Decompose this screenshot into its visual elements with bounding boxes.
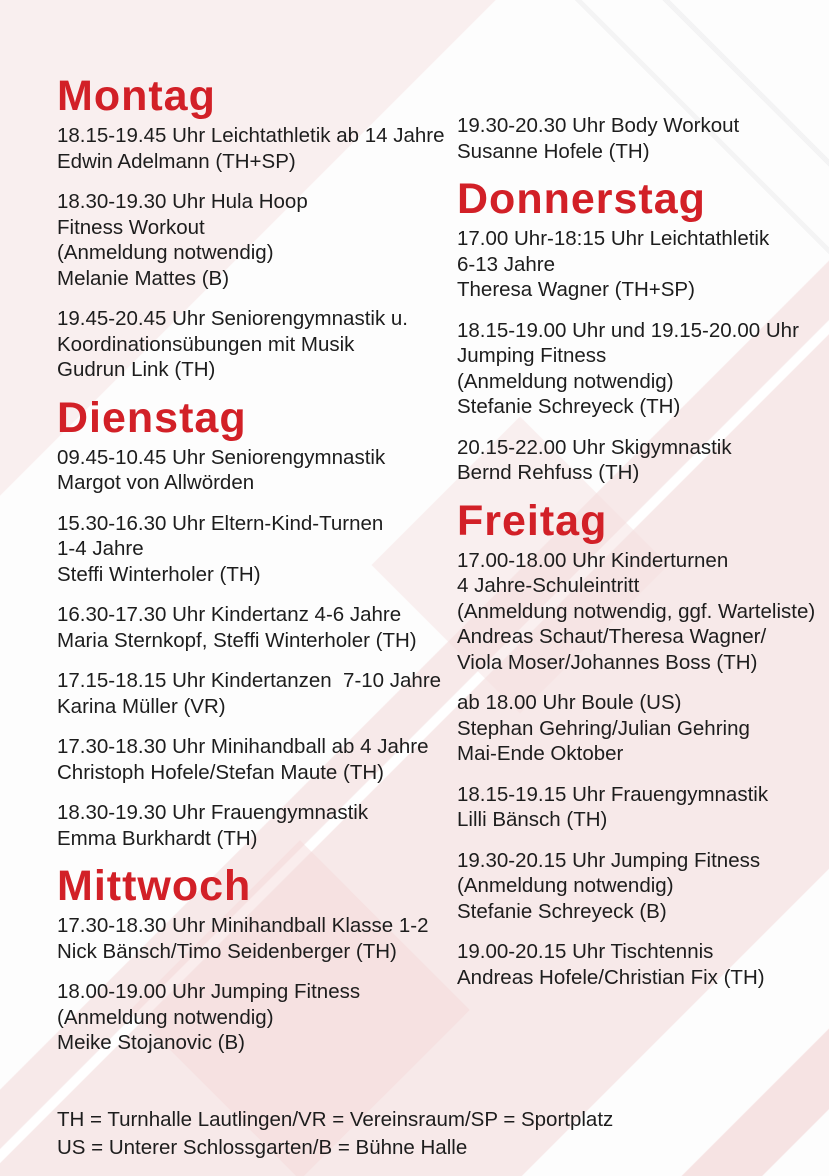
- schedule-entry: 19.30-20.30 Uhr Body Workout Susanne Hofe…: [457, 113, 829, 164]
- entry-line: 6-13 Jahre: [457, 252, 556, 276]
- entry-line: 17.30-18.30 Uhr Minihandball ab 4 Jahre: [57, 735, 429, 758]
- entry-line: (Anmeldung notwendig): [57, 1005, 274, 1029]
- schedule-entry: 20.15-22.00 Uhr Skigymnastik Bernd Rehfus…: [457, 435, 829, 486]
- entry-line: Stefanie Schreyeck (TH): [457, 395, 681, 418]
- schedule-entry: 17.00 Uhr-18:15 Uhr Leichtathletik 6-13 J…: [457, 226, 829, 303]
- entry-line: Edwin Adelmann (TH+SP): [57, 149, 296, 173]
- entry-line: Christoph Hofele/Stefan Maute (TH): [57, 760, 384, 784]
- entry-line: Jumping Fitness: [457, 344, 607, 367]
- schedule-entry: 17.30-18.30 Uhr Minihandball ab 4 Jahre C…: [57, 734, 457, 785]
- schedule-entry: 17.00-18.00 Uhr Kinderturnen 4 Jahre-Schu…: [457, 548, 829, 676]
- entry-line: 17.30-18.30 Uhr Minihandball Klasse 1-2: [57, 914, 429, 937]
- entry-line: 18.15-19.45 Uhr Leichtathletik ab 14 Jah…: [57, 124, 445, 147]
- day-heading-montag: Montag: [57, 72, 216, 120]
- entry-line: ab 18.00 Uhr Boule (US): [457, 691, 682, 714]
- entry-line: 20.15-22.00 Uhr Skigymnastik: [457, 435, 732, 459]
- schedule-entry: 18.30-19.30 Uhr Hula Hoop Fitness Workout…: [57, 189, 457, 291]
- schedule-entry: 18.15-19.45 Uhr Leichtathletik ab 14 Jah…: [57, 123, 457, 174]
- entry-line: Meike Stojanovic (B): [57, 1031, 245, 1054]
- entry-line: Margot von Allwörden: [57, 471, 255, 494]
- schedule-entry: 16.30-17.30 Uhr Kindertanz 4-6 Jahre Mari…: [57, 602, 457, 653]
- location-legend: TH = Turnhalle Lautlingen/VR = Vereinsra…: [57, 1106, 613, 1162]
- entry-line: 19.30-20.30 Uhr Body Workout: [457, 114, 740, 137]
- entry-line: 4 Jahre-Schuleintritt: [457, 574, 640, 597]
- schedule-entry: 19.30-20.15 Uhr Jumping Fitness (Anmeldun…: [457, 848, 829, 925]
- entry-line: 17.00-18.00 Uhr Kinderturnen: [457, 548, 729, 572]
- schedule-entry: 17.15-18.15 Uhr Kindertanzen 7-10 Jahre K…: [57, 668, 457, 719]
- schedule-entry: 17.30-18.30 Uhr Minihandball Klasse 1-2 N…: [57, 913, 457, 964]
- schedule-column-right: 19.30-20.30 Uhr Body Workout Susanne Hofe…: [457, 0, 829, 1005]
- entry-line: Karina Müller (VR): [57, 694, 226, 718]
- legend-line-2: US = Unterer Schlossgarten/B = Bühne Hal…: [57, 1136, 468, 1159]
- entry-line: Melanie Mattes (B): [57, 266, 230, 290]
- entry-line: 17.00 Uhr-18:15 Uhr Leichtathletik: [457, 227, 770, 250]
- day-heading-dienstag: Dienstag: [57, 393, 247, 442]
- schedule-entry: 15.30-16.30 Uhr Eltern-Kind-Turnen 1-4 Ja…: [57, 511, 457, 588]
- entry-line: Koordinationsübungen mit Musik: [57, 332, 355, 356]
- entry-line: Mai-Ende Oktober: [457, 742, 624, 765]
- schedule-entry: 18.15-19.15 Uhr Frauengymnastik Lilli Bän…: [457, 782, 829, 833]
- entry-line: 19.45-20.45 Uhr Seniorengymnastik u.: [57, 307, 408, 330]
- schedule-entry: 18.00-19.00 Uhr Jumping Fitness (Anmeldun…: [57, 979, 457, 1056]
- schedule-entry: 18.15-19.00 Uhr und 19.15-20.00 Uhr Jumpi…: [457, 318, 829, 420]
- entry-line: (Anmeldung notwendig, ggf. Warteliste): [457, 599, 816, 623]
- day-heading-freitag: Freitag: [457, 496, 608, 545]
- entry-line: (Anmeldung notwendig): [57, 241, 274, 264]
- entry-line: Lilli Bänsch (TH): [457, 808, 608, 831]
- entry-line: Gudrun Link (TH): [57, 358, 216, 381]
- entry-line: 18.00-19.00 Uhr Jumping Fitness: [57, 980, 361, 1003]
- entry-line: Theresa Wagner (TH+SP): [457, 278, 695, 301]
- entry-line: Stephan Gehring/Julian Gehring: [457, 716, 750, 740]
- legend-line-1: TH = Turnhalle Lautlingen/VR = Vereinsra…: [57, 1108, 614, 1131]
- day-heading-donnerstag: Donnerstag: [457, 175, 706, 223]
- entry-line: 09.45-10.45 Uhr Seniorengymnastik: [57, 445, 386, 469]
- entry-line: 18.15-19.00 Uhr und 19.15-20.00 Uhr: [457, 318, 799, 342]
- entry-line: 16.30-17.30 Uhr Kindertanz 4-6 Jahre: [57, 603, 402, 626]
- entry-line: 17.15-18.15 Uhr Kindertanzen 7-10 Jahre: [57, 669, 442, 692]
- schedule-entry: 09.45-10.45 Uhr Seniorengymnastik Margot …: [57, 445, 457, 496]
- entry-line: 18.15-19.15 Uhr Frauengymnastik: [457, 782, 769, 806]
- schedule-entry: ab 18.00 Uhr Boule (US) Stephan Gehring/J…: [457, 690, 829, 767]
- entry-line: 18.30-19.30 Uhr Frauengymnastik: [57, 801, 369, 824]
- entry-line: 15.30-16.30 Uhr Eltern-Kind-Turnen: [57, 511, 384, 535]
- entry-line: Bernd Rehfuss (TH): [457, 461, 640, 484]
- entry-line: (Anmeldung notwendig): [457, 874, 674, 897]
- schedule-entry: 19.00-20.15 Uhr Tischtennis Andreas Hofel…: [457, 939, 829, 990]
- entry-line: 1-4 Jahre: [57, 537, 144, 560]
- entry-line: Andreas Schaut/Theresa Wagner/: [457, 625, 767, 648]
- entry-line: 18.30-19.30 Uhr Hula Hoop: [57, 190, 308, 213]
- entry-line: Andreas Hofele/Christian Fix (TH): [457, 965, 765, 989]
- entry-line: Susanne Hofele (TH): [457, 139, 650, 163]
- schedule-column-left: Montag 18.15-19.45 Uhr Leichtathletik ab …: [57, 0, 457, 1071]
- entry-line: Viola Moser/Johannes Boss (TH): [457, 650, 758, 674]
- entry-line: Emma Burkhardt (TH): [57, 826, 258, 850]
- entry-line: Maria Sternkopf, Steffi Winterholer (TH): [57, 628, 417, 652]
- entry-line: (Anmeldung notwendig): [457, 369, 674, 393]
- entry-line: Nick Bänsch/Timo Seidenberger (TH): [57, 939, 397, 963]
- entry-line: Fitness Workout: [57, 215, 205, 239]
- entry-line: 19.00-20.15 Uhr Tischtennis: [457, 940, 714, 963]
- entry-line: Steffi Winterholer (TH): [57, 562, 261, 586]
- entry-line: 19.30-20.15 Uhr Jumping Fitness: [457, 848, 761, 872]
- schedule-entry: 19.45-20.45 Uhr Seniorengymnastik u. Koor…: [57, 306, 457, 383]
- day-heading-mittwoch: Mittwoch: [57, 862, 252, 910]
- schedule-entry: 18.30-19.30 Uhr Frauengymnastik Emma Burk…: [57, 800, 457, 851]
- entry-line: Stefanie Schreyeck (B): [457, 899, 667, 923]
